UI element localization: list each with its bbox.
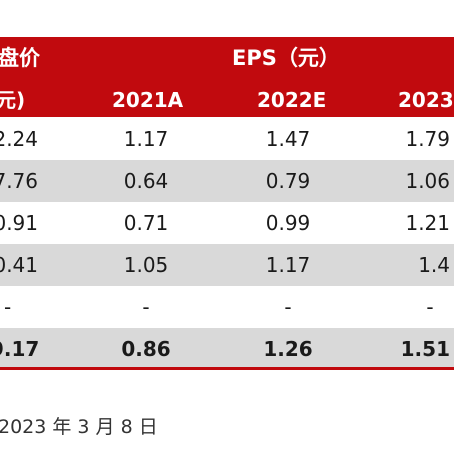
eps-2023e-cell: 1.21 — [405, 211, 450, 235]
eps-2022e-cell: 0.99 — [265, 211, 311, 235]
table-row: 0.41 1.05 1.17 1.4 — [0, 244, 454, 286]
table-row: - - - - — [0, 286, 454, 328]
close-price-cell: 0.91 — [0, 211, 38, 235]
table-row: 0.91 0.71 0.99 1.21 — [0, 202, 454, 244]
eps-2021a-cell: 0.64 — [123, 169, 169, 193]
close-price-cell: 0.41 — [0, 253, 38, 277]
table-header: 盘价 EPS（元） 元) 2021A 2022E 2023E — [0, 37, 454, 117]
source-note: 2023 年 3 月 8 日 — [0, 416, 158, 438]
eps-2021a-cell: 1.05 — [123, 253, 169, 277]
eps-2022e-cell: - — [284, 295, 292, 319]
eps-2023e-cell: 1.51 — [400, 337, 450, 361]
eps-2021a-cell: 0.71 — [123, 211, 169, 235]
eps-2022e-cell: 1.17 — [265, 253, 311, 277]
close-price-cell: 7.76 — [0, 169, 38, 193]
eps-2021a-cell: - — [142, 295, 150, 319]
table-row-average: 9.17 0.86 1.26 1.51 — [0, 328, 454, 370]
eps-2021a-cell: 0.86 — [121, 337, 171, 361]
year-header-2021a: 2021A — [112, 88, 184, 112]
eps-2022e-cell: 0.79 — [265, 169, 311, 193]
eps-2023e-cell: - — [426, 295, 434, 319]
close-price-cell: 9.17 — [0, 337, 40, 361]
close-price-cell: 2.24 — [0, 127, 38, 151]
close-price-unit-header: 元) — [0, 88, 26, 112]
close-price-cell: - — [4, 295, 12, 319]
eps-2023e-cell: 1.4 — [418, 253, 450, 277]
table-row: 2.24 1.17 1.47 1.79 — [0, 118, 454, 160]
eps-2022e-cell: 1.26 — [263, 337, 313, 361]
eps-2023e-cell: 1.79 — [405, 127, 450, 151]
eps-2021a-cell: 1.17 — [123, 127, 169, 151]
table-bottom-rule — [0, 367, 454, 370]
year-header-2022e: 2022E — [257, 88, 327, 112]
eps-2022e-cell: 1.47 — [265, 127, 311, 151]
eps-2023e-cell: 1.06 — [405, 169, 450, 193]
close-price-header: 盘价 — [0, 46, 40, 70]
eps-header: EPS（元） — [232, 46, 340, 70]
table-row: 7.76 0.64 0.79 1.06 — [0, 160, 454, 202]
year-header-2023e: 2023E — [398, 88, 454, 112]
top-whitespace — [0, 0, 454, 37]
